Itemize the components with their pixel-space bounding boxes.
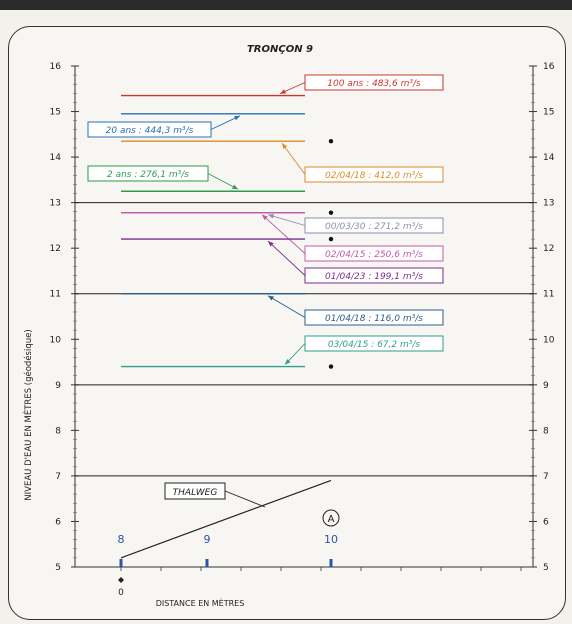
y-tick-label-left: 7 (55, 472, 61, 482)
y-tick-label-right: 15 (543, 108, 554, 118)
y-tick-label-right: 6 (543, 517, 549, 527)
series-label: 03/04/15 : 67,2 m³/s (328, 340, 420, 350)
y-tick-label-left: 12 (50, 244, 61, 254)
y-tick-label-left: 6 (55, 517, 61, 527)
series-arrowhead (268, 295, 274, 301)
water-level-dot (328, 236, 334, 242)
series-label: 01/04/23 : 199,1 m³/s (325, 272, 423, 282)
series-arrowhead (285, 358, 291, 365)
series-label: 01/04/18 : 116,0 m³/s (325, 314, 423, 324)
section-label: 8 (118, 533, 125, 546)
series-label: 100 ans : 483,6 m³/s (327, 79, 421, 89)
series-leader (267, 295, 306, 318)
y-tick-label-right: 7 (543, 472, 549, 482)
series-arrowhead (232, 184, 238, 190)
water-level-dot (328, 138, 334, 144)
series-arrowhead (280, 89, 286, 94)
y-tick-label-right: 11 (543, 290, 554, 300)
thalweg-label: THALWEG (173, 488, 218, 498)
y-tick-label-left: 9 (55, 381, 61, 391)
water-level-dot (328, 364, 334, 369)
series-arrowhead (262, 214, 268, 221)
series-arrowhead (268, 213, 274, 219)
water-level-dot (328, 210, 334, 215)
series-arrowhead (268, 241, 274, 247)
y-tick-label-left: 11 (50, 290, 61, 300)
series-leader (281, 142, 306, 175)
section-label: 10 (324, 533, 338, 546)
section-tick (119, 559, 123, 567)
y-tick-label-left: 16 (50, 62, 62, 72)
y-tick-label-left: 13 (50, 199, 61, 209)
y-tick-label-right: 12 (543, 244, 554, 254)
point-a-marker (322, 509, 340, 527)
y-tick-label-right: 5 (543, 563, 549, 573)
y-tick-label-right: 14 (543, 153, 555, 163)
series-leader (261, 214, 306, 254)
x-tick-label: 0 (118, 588, 124, 598)
y-tick-label-right: 13 (543, 199, 554, 209)
series-label: 20 ans : 444,3 m³/s (106, 126, 194, 136)
chart-title: TRONÇON 9 (247, 44, 313, 55)
section-tick (205, 559, 209, 567)
y-tick-label-left: 10 (50, 335, 62, 345)
series-arrowhead (234, 115, 240, 121)
y-tick-label-left: 5 (55, 563, 61, 573)
thalweg-leader (224, 490, 266, 508)
y-tick-label-left: 15 (50, 108, 61, 118)
series-leader (267, 240, 306, 276)
y-tick-label-right: 16 (543, 62, 555, 72)
origin-diamond-marker (118, 577, 124, 583)
y-tick-label-left: 14 (50, 153, 62, 163)
series-leader (207, 173, 239, 190)
series-label: 02/04/18 : 412,0 m³/s (325, 171, 423, 181)
y-tick-label-left: 8 (55, 426, 61, 436)
x-axis-title: DISTANCE EN MÈTRES (156, 597, 245, 608)
y-tick-label-right: 9 (543, 381, 549, 391)
series-label: 2 ans : 276,1 m³/s (107, 170, 189, 180)
section-label: 9 (204, 533, 211, 546)
top-border-bar (0, 0, 572, 10)
y-tick-label-right: 10 (543, 335, 555, 345)
series-arrowhead (282, 143, 288, 149)
series-label: 00/03/30 : 271,2 m³/s (325, 222, 423, 232)
y-axis-title: NIVEAU D'EAU EN MÈTRES (géodésique) (22, 329, 34, 500)
series-label: 02/04/15 : 250,6 m³/s (325, 250, 423, 260)
y-tick-label-right: 8 (543, 426, 549, 436)
point-a-label: A (328, 514, 335, 525)
thalweg-line (120, 479, 332, 559)
series-leader (267, 214, 306, 226)
section-tick (329, 559, 333, 567)
